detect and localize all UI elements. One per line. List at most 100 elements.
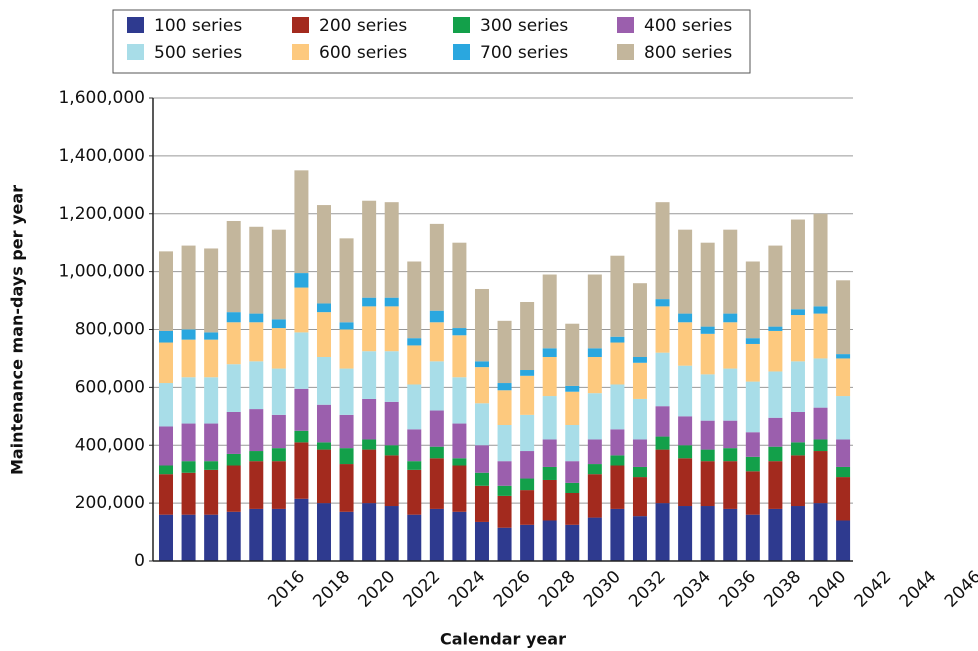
bar-segment xyxy=(768,508,783,561)
bar-segment xyxy=(520,478,535,491)
bar-segment xyxy=(159,514,173,561)
bar-segment xyxy=(610,508,625,561)
x-tick-label: 2032 xyxy=(625,567,670,612)
bar-segment xyxy=(407,514,422,561)
bar-segment xyxy=(429,446,444,459)
legend-swatch xyxy=(617,17,634,33)
bar-segment xyxy=(700,374,715,421)
y-tick-label: 800,000 xyxy=(75,320,145,340)
bar-segment xyxy=(384,202,399,298)
bar-segment xyxy=(362,398,377,440)
bar-segment xyxy=(723,322,738,369)
bar-segment xyxy=(497,527,512,561)
bar-segment xyxy=(407,345,422,385)
bar-segment xyxy=(181,472,196,515)
bar-segment xyxy=(339,368,354,415)
bar-segment xyxy=(384,506,399,561)
bar-segment xyxy=(813,503,828,561)
bar-segment xyxy=(565,385,580,392)
y-tick-label: 1,600,000 xyxy=(58,88,145,108)
bar-segment xyxy=(159,426,173,466)
bar-segment xyxy=(587,464,602,475)
bar-segment xyxy=(520,302,535,371)
y-tick-label: 1,000,000 xyxy=(58,262,145,282)
bar-segment xyxy=(429,322,444,362)
bar-segment xyxy=(339,448,354,465)
bar-segment xyxy=(294,498,309,561)
bar-segment xyxy=(610,342,625,385)
bar-segment xyxy=(474,367,489,404)
y-tick-label: 200,000 xyxy=(75,493,145,513)
legend-label: 200 series xyxy=(319,16,407,36)
bar-segment xyxy=(520,375,535,415)
bar-segment xyxy=(678,458,693,507)
bar-segment xyxy=(474,288,489,362)
bar-segment xyxy=(497,383,512,391)
bar-segment xyxy=(497,320,512,384)
bar-segment xyxy=(294,442,309,499)
bar-segment xyxy=(700,420,715,450)
bar-segment xyxy=(249,461,264,509)
legend-swatch xyxy=(127,44,144,60)
bar-segment xyxy=(632,477,647,517)
bar-segment xyxy=(339,238,354,323)
bar-segment xyxy=(407,469,422,515)
bar-segment xyxy=(723,313,738,323)
bar-segment xyxy=(790,361,805,412)
bar-segment xyxy=(655,299,670,307)
bar-segment xyxy=(159,474,173,515)
bar-segment xyxy=(159,342,173,384)
bar-segment xyxy=(768,417,783,447)
bar-segment xyxy=(429,361,444,411)
legend-swatch xyxy=(292,17,309,33)
bar-segment xyxy=(813,306,828,314)
bar-segment xyxy=(181,339,196,378)
bar-segment xyxy=(790,442,805,456)
bar-segment xyxy=(316,356,331,405)
bar-segment xyxy=(700,333,715,375)
bar-segment xyxy=(565,323,580,386)
bar-segment xyxy=(407,384,422,430)
legend-label: 300 series xyxy=(480,16,568,36)
bar-segment xyxy=(316,312,331,357)
bar-segment xyxy=(384,401,399,446)
bar-segment xyxy=(452,458,467,466)
x-tick-label: 2028 xyxy=(535,567,580,612)
bar-segment xyxy=(474,521,489,561)
bar-segment xyxy=(587,348,602,357)
bar-segment xyxy=(678,313,693,323)
bar-segment xyxy=(362,503,377,561)
bar-segment xyxy=(226,411,241,454)
bar-segment xyxy=(632,516,647,561)
bar-segment xyxy=(429,410,444,447)
legend-swatch xyxy=(453,17,470,33)
bar-segment xyxy=(294,273,309,288)
bar-segment xyxy=(745,261,760,339)
bar-segment xyxy=(204,469,219,515)
bar-segment xyxy=(700,242,715,327)
bar-segment xyxy=(316,449,331,504)
bar-segment xyxy=(565,524,580,561)
bar-segment xyxy=(407,338,422,346)
bar-segment xyxy=(249,226,264,314)
bar-segment xyxy=(159,383,173,427)
bar-segment xyxy=(745,343,760,382)
bar-segment xyxy=(271,508,286,561)
bar-segment xyxy=(565,482,580,493)
x-tick-label: 2036 xyxy=(715,567,760,612)
bar-segment xyxy=(700,326,715,334)
bar-segment xyxy=(204,461,219,470)
bar-segment xyxy=(723,508,738,561)
bar-segment xyxy=(520,370,535,376)
bar-segment xyxy=(768,371,783,418)
bar-segment xyxy=(836,466,851,478)
y-tick-label: 600,000 xyxy=(75,377,145,397)
bar-segment xyxy=(632,362,647,399)
bar-segment xyxy=(384,455,399,507)
bar-segment xyxy=(226,364,241,412)
legend-label: 700 series xyxy=(480,43,568,63)
bar-segment xyxy=(610,336,625,343)
bar-segment xyxy=(768,245,783,327)
bar-segment xyxy=(226,312,241,323)
bar-segment xyxy=(678,416,693,446)
